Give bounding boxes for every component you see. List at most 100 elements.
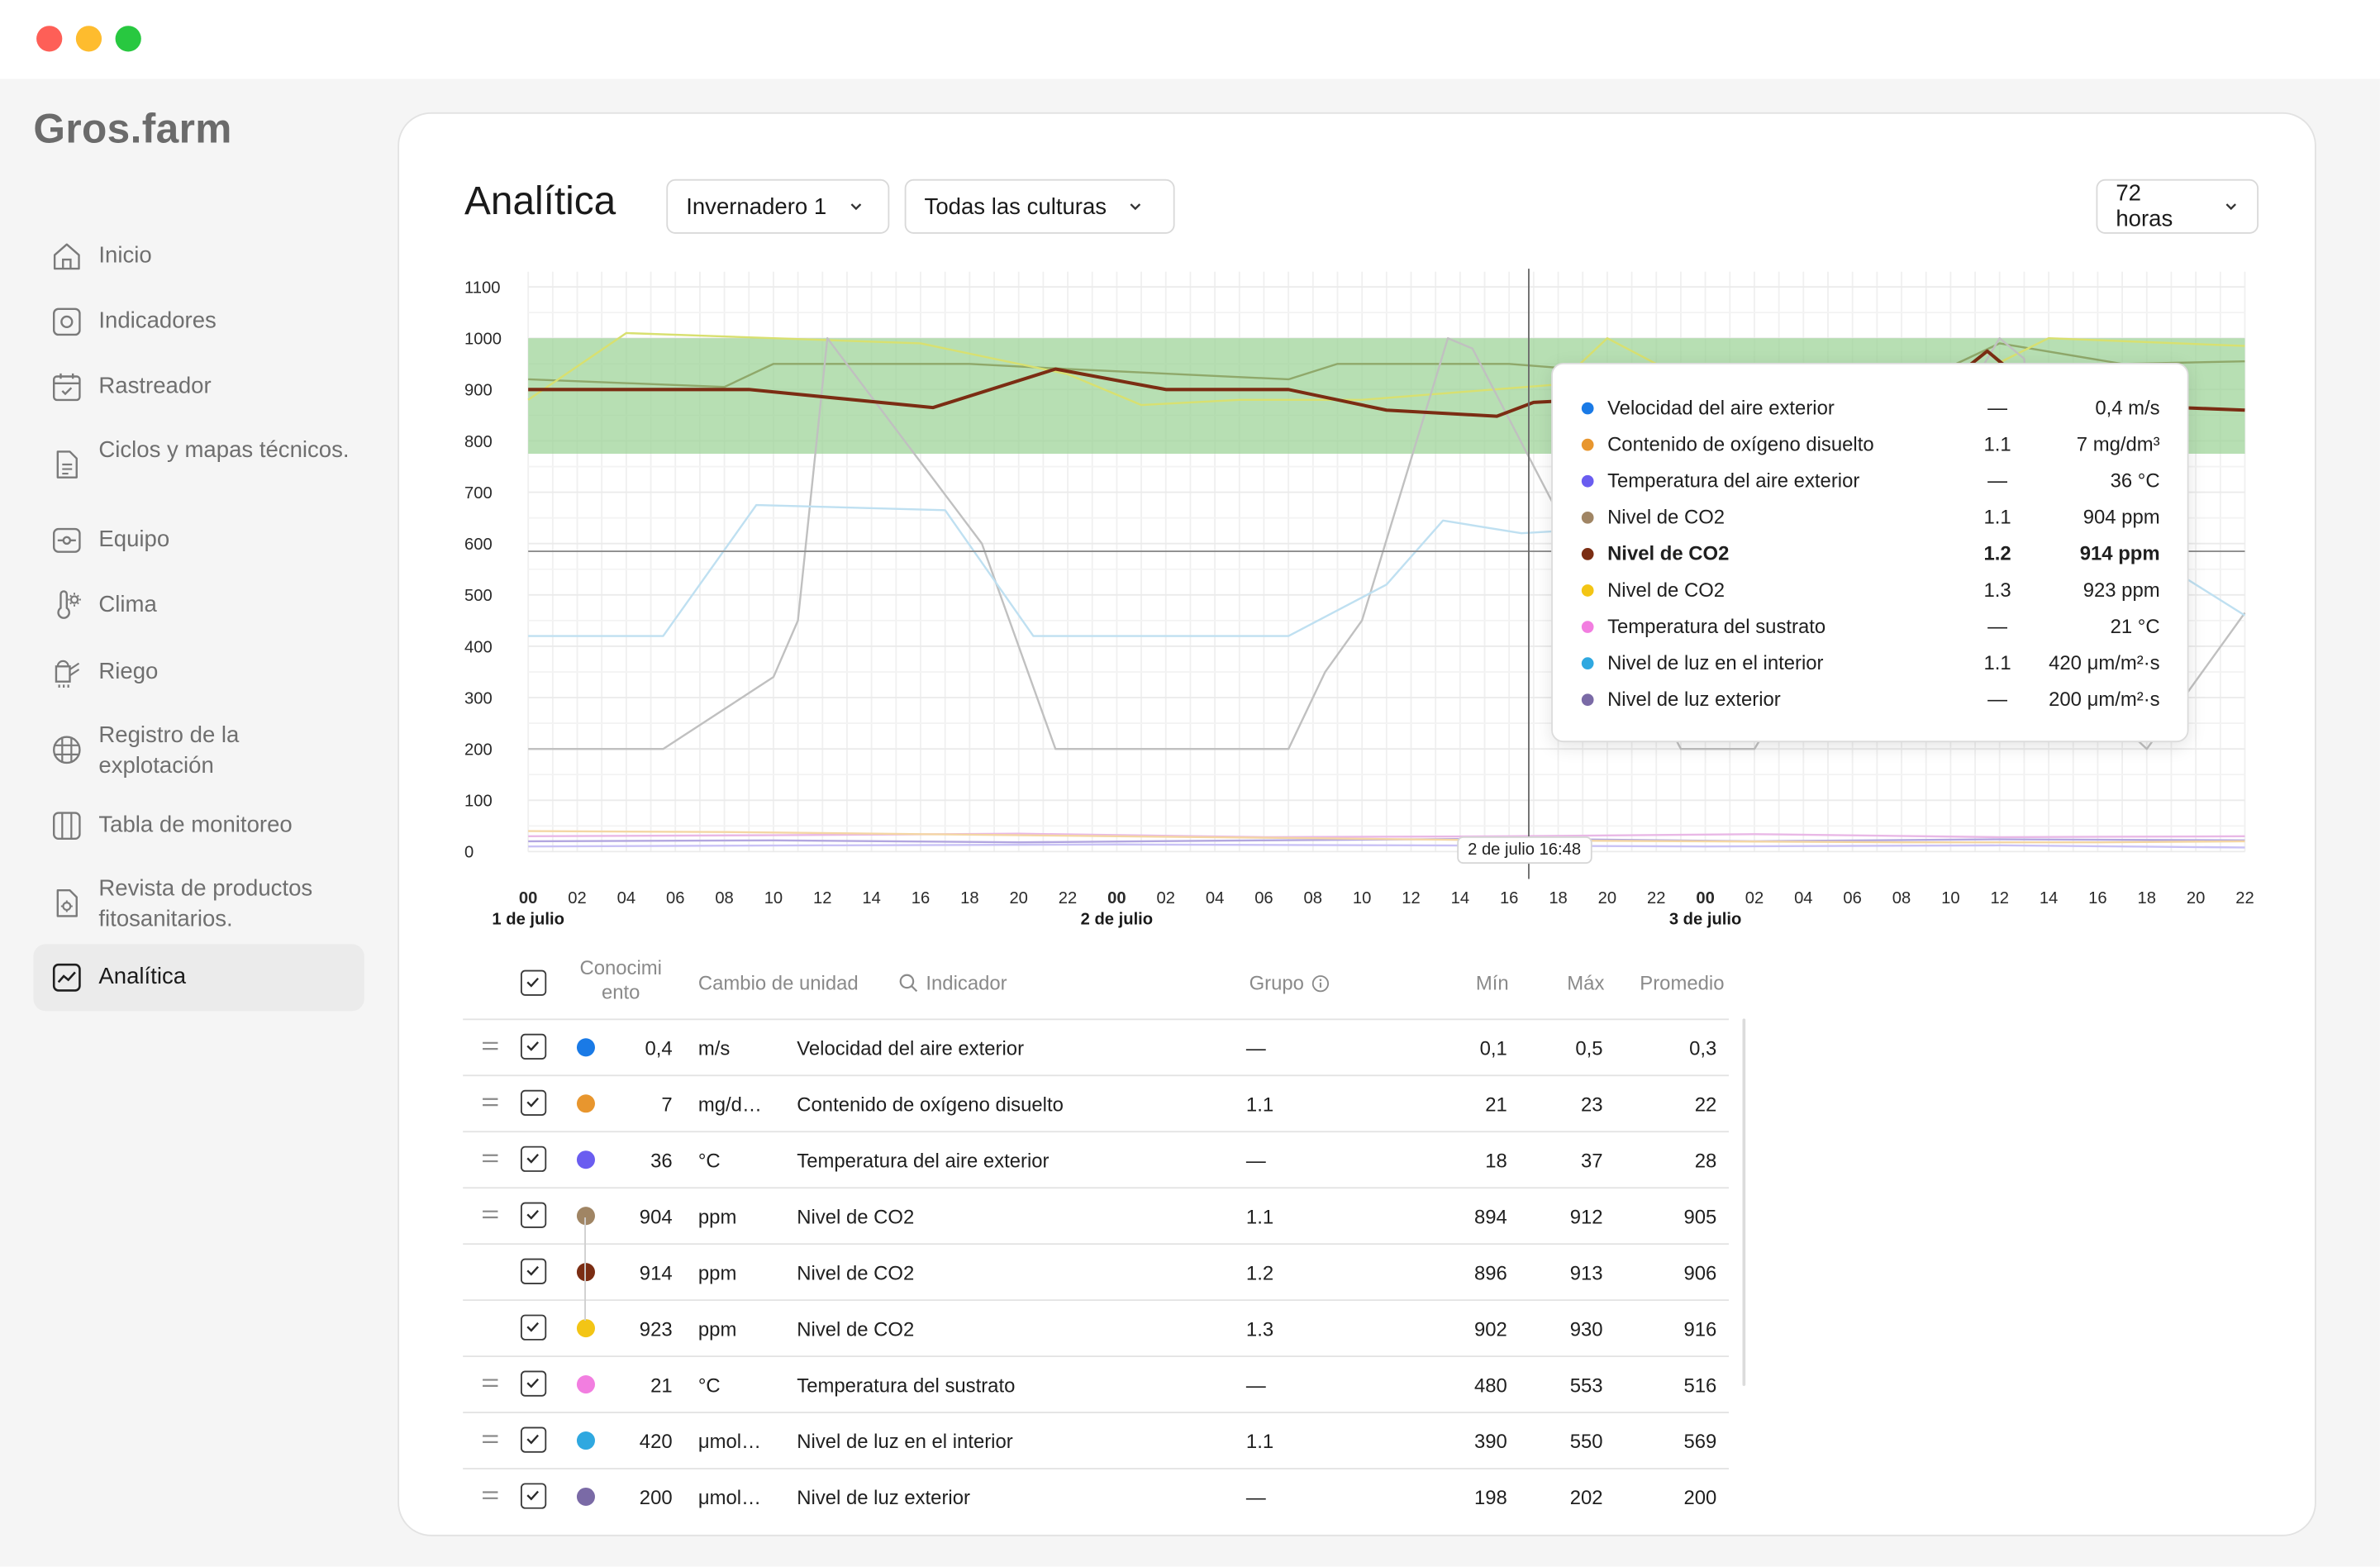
x-tick-label: 22: [2235, 889, 2254, 907]
sidebar-item-2[interactable]: Rastreador: [33, 361, 364, 412]
row-checkbox[interactable]: [520, 1483, 547, 1509]
drag-handle-icon[interactable]: [481, 1149, 499, 1167]
table-scrollbar[interactable]: [1742, 1018, 1746, 1386]
table-row[interactable]: 904 ppm Nivel de CO2 1.1 894 912 905: [463, 1187, 1730, 1245]
tooltip-value: 7 mg/dm³: [2076, 432, 2160, 456]
column-header-max[interactable]: Máx: [1567, 971, 1605, 995]
x-tick-label: 04: [1794, 889, 1812, 907]
crop-select-value: Todas las culturas: [924, 193, 1107, 220]
y-tick-label: 300: [464, 689, 493, 707]
unit-select[interactable]: ppm: [697, 1261, 737, 1284]
unit-select[interactable]: ppm: [697, 1205, 737, 1228]
row-checkbox[interactable]: [520, 1314, 547, 1341]
brand-logo[interactable]: Gros.farm: [33, 106, 232, 152]
x-tick-label: 00: [519, 889, 537, 907]
sidebar-item-10[interactable]: Analítica: [33, 944, 364, 1012]
unit-select[interactable]: μmol…: [697, 1486, 761, 1509]
maximize-window-button[interactable]: [115, 26, 141, 52]
series-line-8[interactable]: [528, 843, 2245, 849]
row-checkbox[interactable]: [520, 1089, 547, 1116]
sidebar-item-6[interactable]: Riego: [33, 646, 364, 698]
unit-select[interactable]: mg/d…: [697, 1093, 762, 1116]
table-row[interactable]: 914 ppm Nivel de CO2 1.2 896 913 906: [463, 1243, 1730, 1301]
info-icon[interactable]: [1311, 974, 1330, 992]
series-color-dot: [576, 1150, 595, 1169]
drag-handle-icon[interactable]: [481, 1374, 499, 1392]
y-tick-label: 1100: [464, 279, 500, 297]
drag-handle-icon[interactable]: [481, 1205, 499, 1223]
sidebar-item-4[interactable]: Equipo: [33, 515, 364, 566]
table-row[interactable]: 7 mg/d… Contenido de oxígeno disuelto 1.1 21…: [463, 1074, 1730, 1132]
x-tick-label: 08: [1304, 889, 1322, 907]
group-value: 1.1: [1245, 1093, 1274, 1116]
tooltip-group: —: [1987, 469, 2008, 493]
page-title: Analítica: [464, 177, 616, 223]
sidebar-item-7[interactable]: Registro de la explotación: [33, 712, 364, 791]
sidebar-item-1[interactable]: Indicadores: [33, 296, 364, 347]
column-header-average[interactable]: Promedio: [1640, 971, 1725, 995]
sidebar-item-5[interactable]: Clima: [33, 580, 364, 631]
tooltip-series-name: Temperatura del sustrato: [1607, 614, 1826, 638]
x-tick-label: 20: [1009, 889, 1027, 907]
drag-handle-icon[interactable]: [481, 1486, 499, 1504]
row-checkbox[interactable]: [520, 1202, 547, 1228]
column-header-min[interactable]: Mín: [1475, 971, 1509, 995]
row-checkbox[interactable]: [520, 1033, 547, 1060]
current-value: 0,4: [645, 1036, 673, 1060]
table-row[interactable]: 36 °C Temperatura del aire exterior — 18 37 28: [463, 1131, 1730, 1188]
series-color-swatch: [1581, 511, 1594, 524]
indicator-name: Nivel de CO2: [797, 1205, 915, 1228]
watering-can-icon: [50, 655, 83, 688]
series-line-1[interactable]: [528, 342, 2245, 388]
group-value: 1.1: [1245, 1205, 1274, 1228]
close-window-button[interactable]: [36, 26, 63, 52]
current-value: 923: [639, 1317, 673, 1341]
row-checkbox[interactable]: [520, 1370, 547, 1397]
table-row[interactable]: 200 μmol… Nivel de luz exterior — 198 202 200: [463, 1468, 1730, 1526]
sidebar-item-8[interactable]: Tabla de monitoreo: [33, 800, 364, 851]
indicator-search[interactable]: Indicador: [898, 971, 1007, 994]
sidebar-item-3[interactable]: Ciclos y mapas técnicos.: [33, 426, 364, 506]
column-header-knowledge[interactable]: Conocimi ento: [579, 956, 662, 1004]
sidebar-item-0[interactable]: Inicio: [33, 231, 364, 282]
drag-handle-icon[interactable]: [481, 1093, 499, 1111]
series-color-dot: [576, 1094, 595, 1113]
group-value: 1.2: [1245, 1261, 1274, 1284]
sidebar-item-9[interactable]: Revista de productos fitosanitarios.: [33, 865, 364, 945]
table-row[interactable]: 0,4 m/s Velocidad del aire exterior — 0,1 0,5…: [463, 1018, 1730, 1076]
y-tick-label: 100: [464, 793, 493, 811]
average-value: 22: [1694, 1093, 1717, 1116]
time-range-select[interactable]: 72 horas: [2096, 179, 2259, 234]
series-line-5[interactable]: [528, 832, 2245, 839]
table-row[interactable]: 420 μmol… Nivel de luz en el interior 1.1 39…: [463, 1412, 1730, 1469]
group-value: —: [1245, 1374, 1266, 1397]
x-tick-label: 06: [1843, 889, 1861, 907]
row-checkbox[interactable]: [520, 1258, 547, 1284]
x-tick-label: 14: [862, 889, 880, 907]
row-checkbox[interactable]: [520, 1145, 547, 1172]
greenhouse-select[interactable]: Invernadero 1: [666, 179, 890, 234]
x-tick-label: 14: [1451, 889, 1469, 907]
y-tick-label: 700: [464, 484, 493, 502]
drag-handle-icon[interactable]: [481, 1430, 499, 1448]
minimize-window-button[interactable]: [75, 26, 102, 52]
table-row[interactable]: 923 ppm Nivel de CO2 1.3 902 930 916: [463, 1299, 1730, 1357]
column-header-group[interactable]: Grupo: [1250, 971, 1330, 994]
table-row[interactable]: 21 °C Temperatura del sustrato — 480 553 516: [463, 1355, 1730, 1413]
row-checkbox[interactable]: [520, 1426, 547, 1453]
crop-select[interactable]: Todas las culturas: [904, 179, 1175, 234]
grid-icon: [50, 733, 83, 766]
series-line-7[interactable]: [528, 830, 2245, 844]
unit-select[interactable]: ppm: [697, 1317, 737, 1341]
series-line-3[interactable]: [528, 337, 2246, 750]
min-value: 896: [1473, 1261, 1507, 1284]
sidebar-item-label: Registro de la explotación: [98, 722, 240, 779]
unit-select[interactable]: m/s: [697, 1036, 731, 1060]
select-all-checkbox[interactable]: [520, 969, 547, 996]
tooltip-row: Temperatura del aire exterior — 36 °C: [1553, 468, 2187, 498]
unit-select[interactable]: °C: [697, 1374, 721, 1397]
unit-select[interactable]: °C: [697, 1149, 721, 1172]
column-header-unit-change[interactable]: Cambio de unidad: [697, 971, 859, 995]
drag-handle-icon[interactable]: [481, 1036, 499, 1055]
unit-select[interactable]: μmol…: [697, 1430, 761, 1453]
